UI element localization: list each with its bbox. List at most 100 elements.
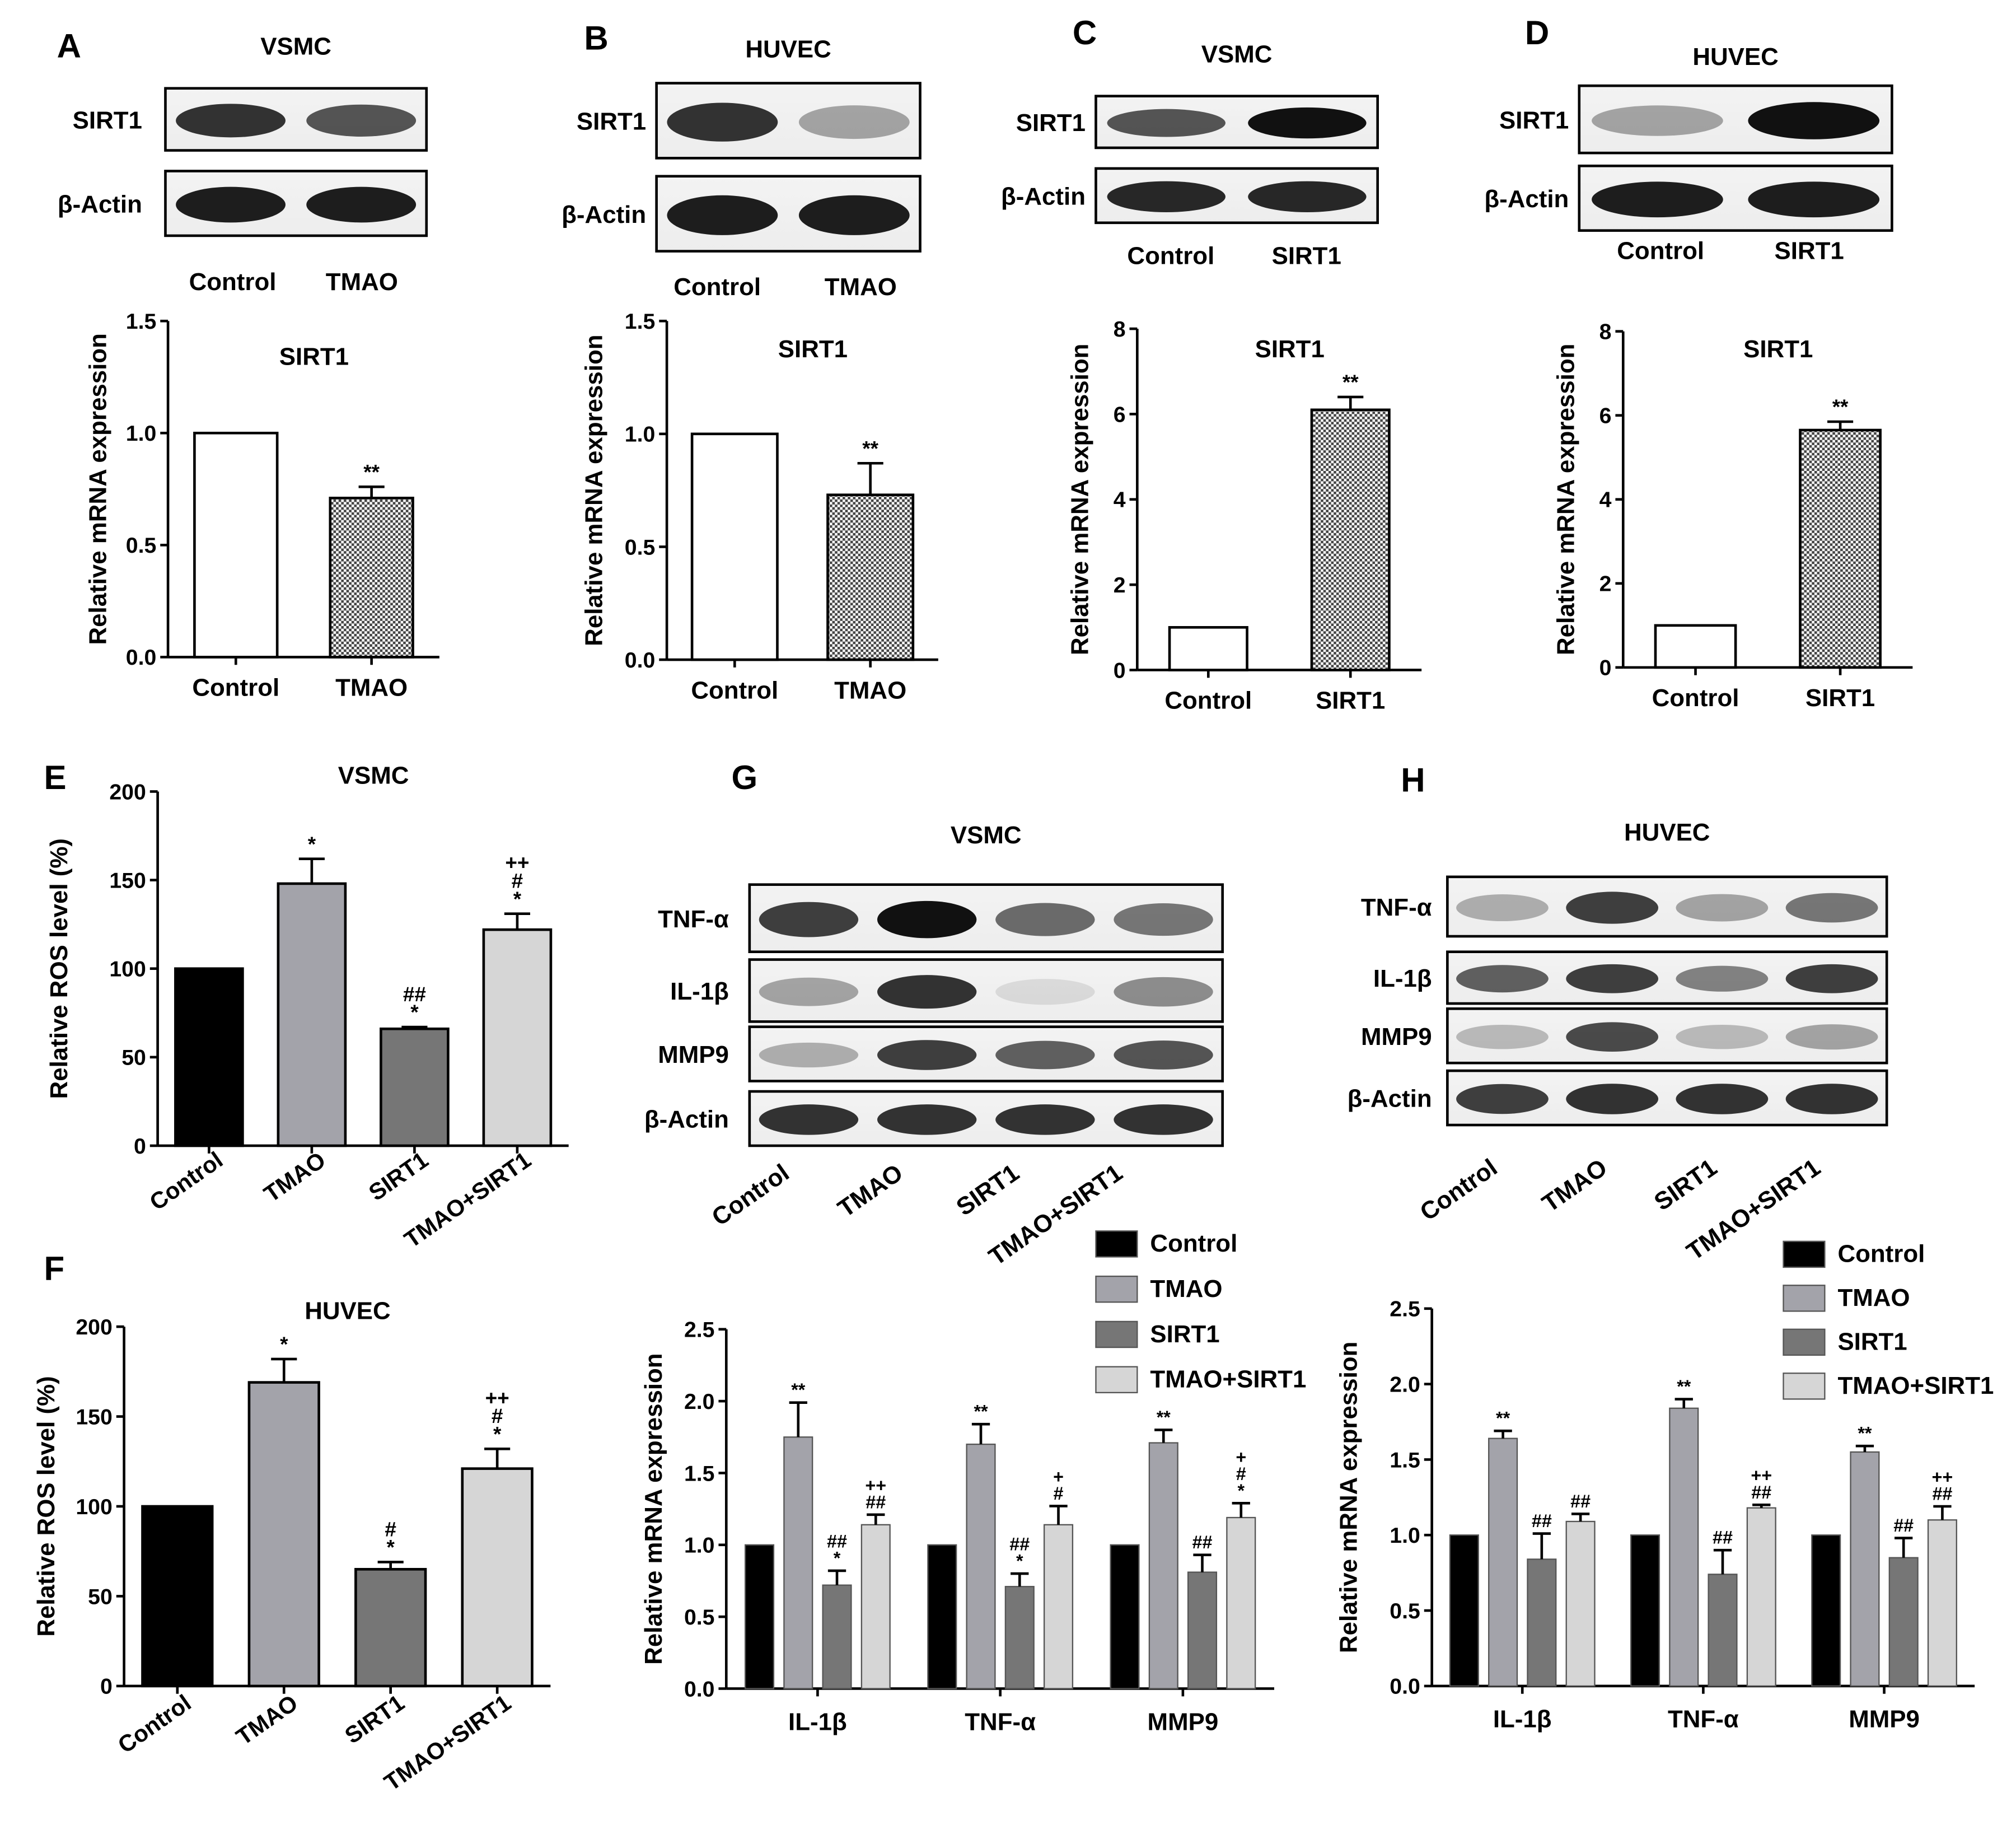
significance-mark: ## [827,1531,847,1551]
bar [1004,1586,1035,1689]
y-tick-label: 2.0 [1390,1372,1420,1397]
y-tick-label: 1.0 [1390,1523,1420,1548]
panel-letter-c: C [1073,14,1097,52]
significance-mark: ** [1832,395,1849,418]
blot-band [176,186,286,223]
blot-row-label: SIRT1 [577,108,646,136]
blot-band [1592,105,1723,136]
y-tick-label: 0.5 [126,533,157,558]
blot-band [995,1040,1095,1070]
bar [822,1584,852,1689]
y-tick-label: 0 [1599,656,1612,680]
blot-band [1114,977,1213,1007]
blot-row-label: TNF-α [1361,894,1432,921]
blot-lane-label: Control [673,273,761,301]
x-tick-label: MMP9 [1148,1708,1219,1735]
significance-mark: ++ [1932,1467,1953,1487]
blot-row-label: SIRT1 [73,106,142,134]
blot-band [798,105,910,139]
bar [826,493,915,661]
blot-band [1676,965,1769,992]
blot-band [759,902,859,937]
legend-label: TMAO [1837,1284,1910,1311]
x-tick-label: SIRT1 [364,1146,433,1206]
bar [329,497,414,659]
significance-mark: ## [1532,1511,1552,1531]
bar [193,431,279,659]
y-axis-label: Relative mRNA expression [1552,344,1580,655]
x-tick-label: SIRT1 [1316,687,1385,715]
bar [1488,1437,1518,1687]
bar [1888,1557,1919,1687]
y-tick-label: 200 [76,1315,112,1339]
significance-mark: ** [791,1380,806,1400]
legend-swatch [1783,1328,1826,1356]
panel-letter-d: D [1525,14,1549,52]
significance-mark: * [308,833,316,856]
western-blot-c: VSMC SIRT1 β-Actin Control SIRT1 [1001,41,1379,270]
y-tick-label: 50 [88,1584,113,1609]
blot-band [759,1104,859,1135]
significance-mark: + [1236,1447,1246,1467]
x-tick-label: SIRT1 [1805,684,1875,712]
blot-lane-label: SIRT1 [1649,1154,1722,1216]
legend-label: TMAO [1150,1275,1222,1303]
significance-mark: ** [1858,1423,1872,1444]
grouped-bar-chart-h: 0.0 0.5 1.0 1.5 2.0 2.5 Relative mRNA expressi… [1335,1240,1994,1733]
blot-row-label: β-Actin [1484,185,1569,213]
y-tick-label: 150 [109,868,146,893]
blot-band [1456,1084,1549,1114]
bar-chart-a: 0.0 0.5 1.0 1.5 Relative mRNA expression SIRT… [84,309,439,702]
blot-lane-label: TMAO [825,273,897,301]
significance-mark: # [385,1518,396,1541]
bar [1850,1451,1880,1687]
blot-row-label: β-Actin [644,1106,729,1133]
x-tick-label: Control [1652,684,1739,712]
y-tick-label: 1.5 [625,309,656,334]
bar [1310,408,1391,671]
y-tick-label: 1.5 [1390,1448,1420,1472]
blot-band [759,1042,859,1068]
blot-band [1748,181,1880,218]
legend-label: Control [1837,1240,1925,1268]
legend-swatch [1095,1320,1138,1348]
x-tick-label: TMAO [259,1146,330,1207]
blot-band [667,102,778,142]
significance-mark: ## [1570,1491,1591,1511]
blot-band [1107,181,1225,212]
y-tick-label: 1.0 [126,421,157,446]
bar-chart-b: 0.0 0.5 1.0 1.5 Relative mRNA expression SIRT… [581,309,938,704]
significance-mark: # [1236,1464,1246,1484]
significance-mark: ++ [865,1475,886,1495]
blot-band [1566,1084,1659,1114]
bar [354,1567,427,1688]
western-blot-g: VSMC TNF-α IL-1β MMP9 β-Actin Control TMAO SIRT… [644,822,1224,1271]
bar [380,1027,450,1147]
bar [1630,1534,1660,1687]
blot-row-label: SIRT1 [1499,106,1569,134]
bar [1110,1544,1140,1689]
blot-band [1456,1024,1549,1049]
blot-row-label: MMP9 [658,1041,729,1068]
blot-band [1456,894,1549,922]
y-tick-label: 1.5 [126,309,157,334]
bar [1708,1574,1738,1687]
blot-cell-type: HUVEC [745,35,831,63]
y-axis-label: Relative mRNA expression [84,333,111,645]
significance-mark: ## [1751,1482,1771,1502]
blot-band [1114,1040,1213,1070]
blot-band [995,903,1095,936]
blot-membrane [1446,1007,1888,1065]
blot-row-label: TNF-α [658,906,729,933]
western-blot-d: HUVEC SIRT1 β-Actin Control SIRT1 [1484,43,1893,264]
y-tick-label: 8 [1114,317,1126,342]
blot-band [1676,894,1769,922]
bar [141,1505,214,1688]
blot-lane-label: TMAO [326,268,398,296]
y-tick-label: 4 [1114,488,1126,512]
significance-mark: # [512,870,523,893]
x-tick-label: Control [192,674,279,702]
significance-mark: ** [974,1402,988,1422]
blot-band [1248,181,1367,212]
blot-band [877,1104,977,1135]
